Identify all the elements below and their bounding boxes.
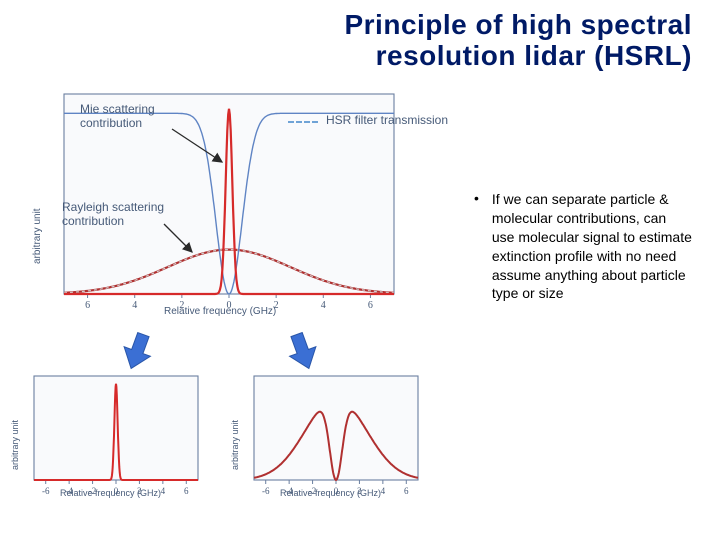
svg-text:-6: -6 bbox=[262, 486, 270, 496]
svg-text:6: 6 bbox=[85, 300, 90, 311]
title-line-2: resolution lidar (HSRL) bbox=[376, 40, 692, 71]
svg-text:6: 6 bbox=[184, 486, 189, 496]
filter-legend-swatch bbox=[288, 121, 318, 123]
y-axis-label: arbitrary unit bbox=[32, 208, 43, 264]
svg-text:6: 6 bbox=[404, 486, 409, 496]
small-chart-left: -6-4-20246 arbitrary unit Relative frequ… bbox=[10, 370, 210, 510]
svg-text:4: 4 bbox=[161, 486, 166, 496]
page-title: Principle of high spectral resolution li… bbox=[262, 10, 692, 72]
arrow-down-left-icon bbox=[118, 330, 162, 374]
filter-legend-text: HSR filter transmission bbox=[326, 113, 448, 127]
mie-annotation: Mie scattering contribution bbox=[80, 102, 155, 131]
small-chart-right: -6-4-20246 arbitrary unit Relative frequ… bbox=[230, 370, 430, 510]
x-axis-label-small-right: Relative frequency (GHz) bbox=[280, 488, 381, 498]
svg-text:4: 4 bbox=[381, 486, 386, 496]
svg-text:-6: -6 bbox=[42, 486, 50, 496]
bullet-marker: • bbox=[474, 190, 488, 206]
x-axis-label-small-left: Relative frequency (GHz) bbox=[60, 488, 161, 498]
y-axis-label-small-left: arbitrary unit bbox=[10, 420, 20, 470]
x-axis-label: Relative frequency (GHz) bbox=[164, 306, 276, 317]
svg-text:4: 4 bbox=[321, 300, 326, 311]
bullet-text: If we can separate particle & molecular … bbox=[492, 190, 692, 303]
svg-text:6: 6 bbox=[368, 300, 373, 311]
title-line-1: Principle of high spectral bbox=[344, 9, 692, 40]
y-axis-label-small-right: arbitrary unit bbox=[230, 420, 240, 470]
arrow-down-right-icon bbox=[278, 330, 322, 374]
svg-text:4: 4 bbox=[132, 300, 137, 311]
rayleigh-annotation: Rayleigh scattering contribution bbox=[62, 200, 164, 229]
bullet-item: • If we can separate particle & molecula… bbox=[474, 190, 694, 303]
